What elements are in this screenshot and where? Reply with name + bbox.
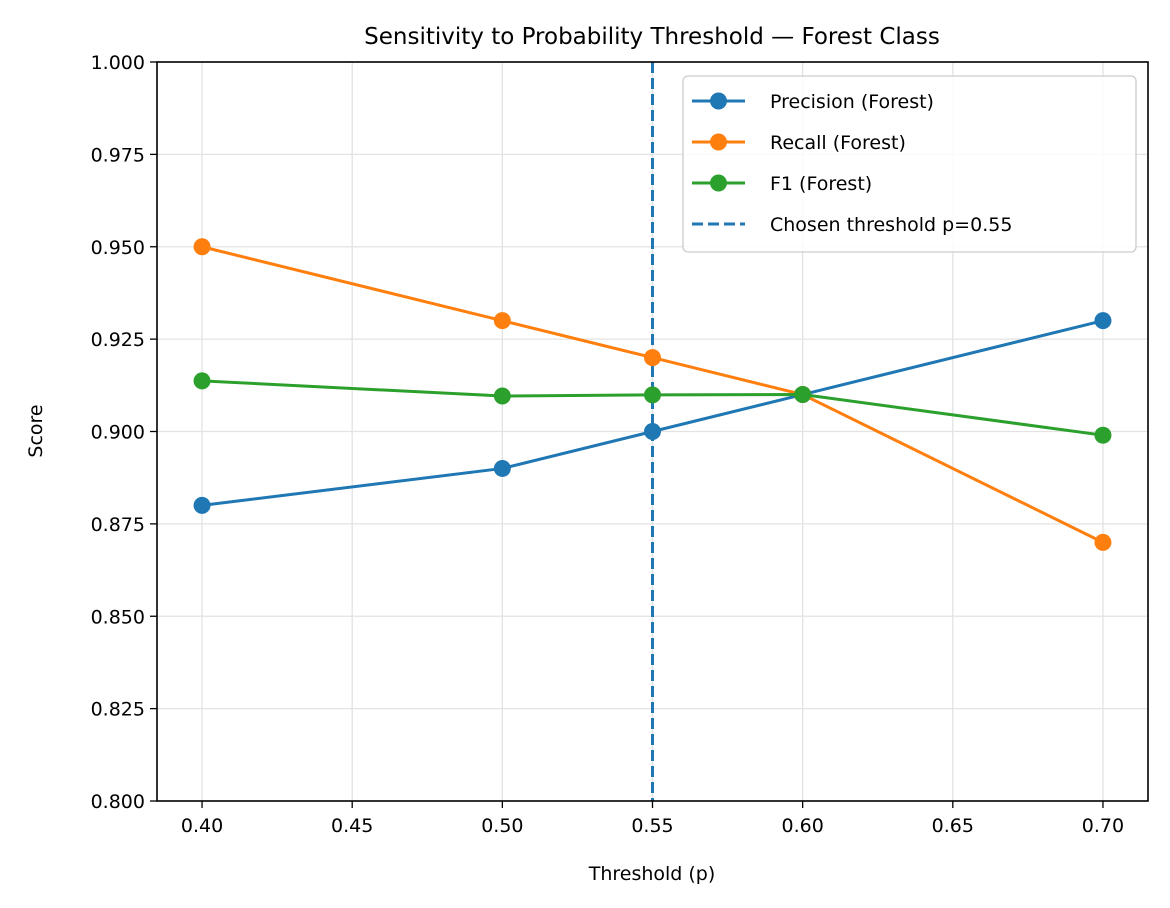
y-axis-label: Score (25, 404, 47, 457)
y-tick-label: 0.800 (91, 791, 145, 813)
x-tick-label: 0.50 (481, 815, 523, 837)
x-tick-label: 0.70 (1082, 815, 1124, 837)
data-point (644, 423, 661, 440)
y-tick-label: 0.900 (91, 422, 145, 444)
y-tick-label: 0.925 (91, 329, 145, 351)
data-point (794, 386, 812, 404)
legend-label: Recall (Forest) (770, 132, 906, 154)
plot-frame (156, 61, 1149, 802)
y-tick-label: 0.950 (91, 237, 145, 259)
data-point (493, 387, 511, 405)
data-point (193, 372, 211, 390)
y-tick-label: 1.000 (91, 52, 145, 74)
legend-label: Chosen threshold p=0.55 (770, 214, 1012, 236)
data-point (193, 496, 211, 514)
legend-label: Precision (Forest) (770, 91, 934, 113)
data-point (1094, 533, 1112, 551)
data-point (493, 312, 511, 330)
y-tick-label: 0.875 (91, 514, 145, 536)
legend-marker (710, 133, 727, 151)
x-tick-label: 0.60 (781, 815, 823, 837)
data-point (1094, 312, 1112, 330)
y-tick-label: 0.850 (91, 606, 145, 628)
y-tick-label: 0.975 (91, 144, 145, 166)
x-tick-label: 0.55 (631, 815, 673, 837)
legend-marker (710, 174, 727, 192)
legend-label: F1 (Forest) (770, 173, 872, 195)
legend: Precision (Forest) Recall (Forest) F1 (For… (682, 75, 1137, 253)
legend-marker (710, 92, 727, 110)
data-point (644, 349, 661, 367)
x-tick-label: 0.45 (331, 815, 373, 837)
x-tick-label: 0.40 (181, 815, 223, 837)
data-point (1094, 426, 1112, 444)
legend-box (682, 75, 1137, 253)
y-tick-label: 0.825 (91, 699, 145, 721)
x-tick-label: 0.65 (932, 815, 974, 837)
chart-title: Sensitivity to Probability Threshold — F… (364, 24, 940, 50)
data-point (193, 238, 211, 256)
x-axis-label: Threshold (p) (588, 863, 716, 885)
data-point (644, 386, 661, 404)
data-point (493, 459, 511, 477)
